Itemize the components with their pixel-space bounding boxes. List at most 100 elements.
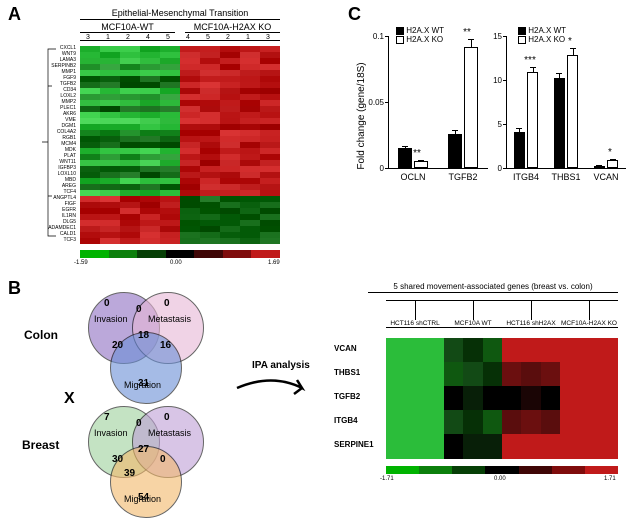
heatmap-cell — [160, 238, 180, 244]
colorbar — [80, 250, 280, 258]
heatmap-cell — [483, 410, 503, 435]
venn-count: 30 — [112, 454, 123, 465]
heatmap-cell — [405, 362, 425, 387]
heatmap-cell — [405, 434, 425, 459]
heatmap-cell — [599, 338, 619, 363]
ipa-arrow-icon — [232, 368, 322, 408]
heatmap-cell — [425, 410, 445, 435]
heatmap-cell — [579, 410, 599, 435]
sample-label: HCT116 shCTRL — [386, 320, 444, 328]
heatmap-cell — [579, 386, 599, 411]
bar-ko — [607, 160, 618, 168]
colon-label: Colon — [24, 328, 58, 342]
gene-label: ITGB4 — [506, 172, 546, 182]
gene-label: OCLN — [388, 172, 438, 182]
group-ko: MCF10A-H2AX KO — [185, 22, 280, 33]
heatmap-cell — [405, 410, 425, 435]
heatmap-cell — [444, 410, 464, 435]
x-symbol: X — [64, 390, 75, 408]
heatmap-cell — [560, 338, 580, 363]
sample-label: MCF10A-H2AX KO — [560, 320, 618, 328]
ytick-label: 0.1 — [358, 32, 384, 41]
panel-c-label: C — [348, 4, 361, 25]
b-colorbar-mid: 0.00 — [494, 476, 506, 482]
legend2: H2A.X WT H2A.X KO — [518, 26, 566, 44]
gene-label: ITGB4 — [334, 416, 358, 425]
heatmap-cell — [386, 338, 406, 363]
heatmap-cell — [502, 410, 522, 435]
heatmap-cell — [425, 434, 445, 459]
heatmap-cell — [483, 338, 503, 363]
sample-label: MCF10A WT — [444, 320, 502, 328]
heatmap-cell — [599, 410, 619, 435]
bar-wt — [514, 132, 525, 168]
significance-star: * — [600, 147, 620, 158]
heatmap-cell — [541, 362, 561, 387]
venn-count: 18 — [138, 330, 149, 341]
heatmap-cell — [521, 386, 541, 411]
heatmap-cell — [120, 238, 140, 244]
heatmap-cell — [483, 362, 503, 387]
heatmap-cell — [386, 362, 406, 387]
heatmap-cell — [579, 338, 599, 363]
venn-label: Invasion — [94, 428, 128, 438]
bar-wt — [448, 134, 462, 168]
heatmap-cell — [180, 238, 200, 244]
significance-star: ** — [457, 27, 477, 38]
venn-count: 16 — [160, 340, 171, 351]
heatmap-cell — [463, 338, 483, 363]
panel-a-heatmap: Epithelial-Mesenchymal Transition MCF10A… — [30, 18, 330, 268]
gene-label: TGFB2 — [438, 172, 488, 182]
heatmap-cell — [599, 362, 619, 387]
heatmap-cell — [140, 238, 160, 244]
heatmap-cell — [240, 238, 260, 244]
bar-ko — [567, 55, 578, 168]
venn-count: 39 — [124, 468, 135, 479]
gene-label: THBS1 — [334, 368, 360, 377]
heatmap-cell — [560, 410, 580, 435]
heatmap-cell — [444, 338, 464, 363]
heatmap-cell — [405, 338, 425, 363]
heatmap-cell — [444, 434, 464, 459]
venn-count: 31 — [138, 378, 149, 389]
heatmap-cell — [405, 386, 425, 411]
ytick-label: 0.05 — [358, 98, 384, 107]
venn-count: 0 — [164, 412, 170, 423]
legend-wt-text: H2A.X WT — [406, 26, 444, 35]
heatmap-cell — [502, 362, 522, 387]
heatmap-cell — [521, 338, 541, 363]
bar-ko — [414, 161, 428, 168]
heatmap-cell — [521, 434, 541, 459]
legend1: H2A.X WT H2A.X KO — [396, 26, 444, 44]
legend-ko-swatch — [396, 36, 404, 44]
b-heatmap-title: 5 shared movement-associated genes (brea… — [368, 282, 618, 293]
venn-count: 27 — [138, 444, 149, 455]
legend-ko-text: H2A.X KO — [406, 35, 443, 44]
panel-b-heatmap: 5 shared movement-associated genes (brea… — [326, 282, 630, 502]
panel-c: Fold change (gene/18S) 00.050.1**OCLN**T… — [368, 26, 630, 226]
bar-wt — [554, 78, 565, 168]
emt-title: Epithelial-Mesenchymal Transition — [80, 8, 280, 20]
significance-star: *** — [520, 55, 540, 66]
ytick-label: 5 — [476, 120, 502, 129]
gene-label: THBS1 — [546, 172, 586, 182]
heatmap-cell — [541, 386, 561, 411]
colorbar-mid: 0.00 — [170, 260, 182, 266]
ytick-label: 10 — [476, 76, 502, 85]
colorbar-min: -1.59 — [74, 260, 88, 266]
gene-label: VCAN — [586, 172, 626, 182]
legend2-ko-swatch — [518, 36, 526, 44]
sample-label: HCT116 shH2AX — [502, 320, 560, 328]
heatmap-cell — [541, 338, 561, 363]
ipa-label: IPA analysis — [252, 360, 310, 371]
heatmap-cell — [579, 434, 599, 459]
top-dendrogram — [80, 40, 280, 41]
chart2: 051015***ITGB4*THBS1*VCAN — [506, 36, 626, 186]
heatmap-cell — [502, 434, 522, 459]
heatmap-cell — [599, 434, 619, 459]
legend2-ko-text: H2A.X KO — [528, 35, 565, 44]
ytick-label: 15 — [476, 32, 502, 41]
legend2-wt-text: H2A.X WT — [528, 26, 566, 35]
gene-label: SERPINE1 — [334, 440, 374, 449]
bar-ko — [527, 72, 538, 168]
